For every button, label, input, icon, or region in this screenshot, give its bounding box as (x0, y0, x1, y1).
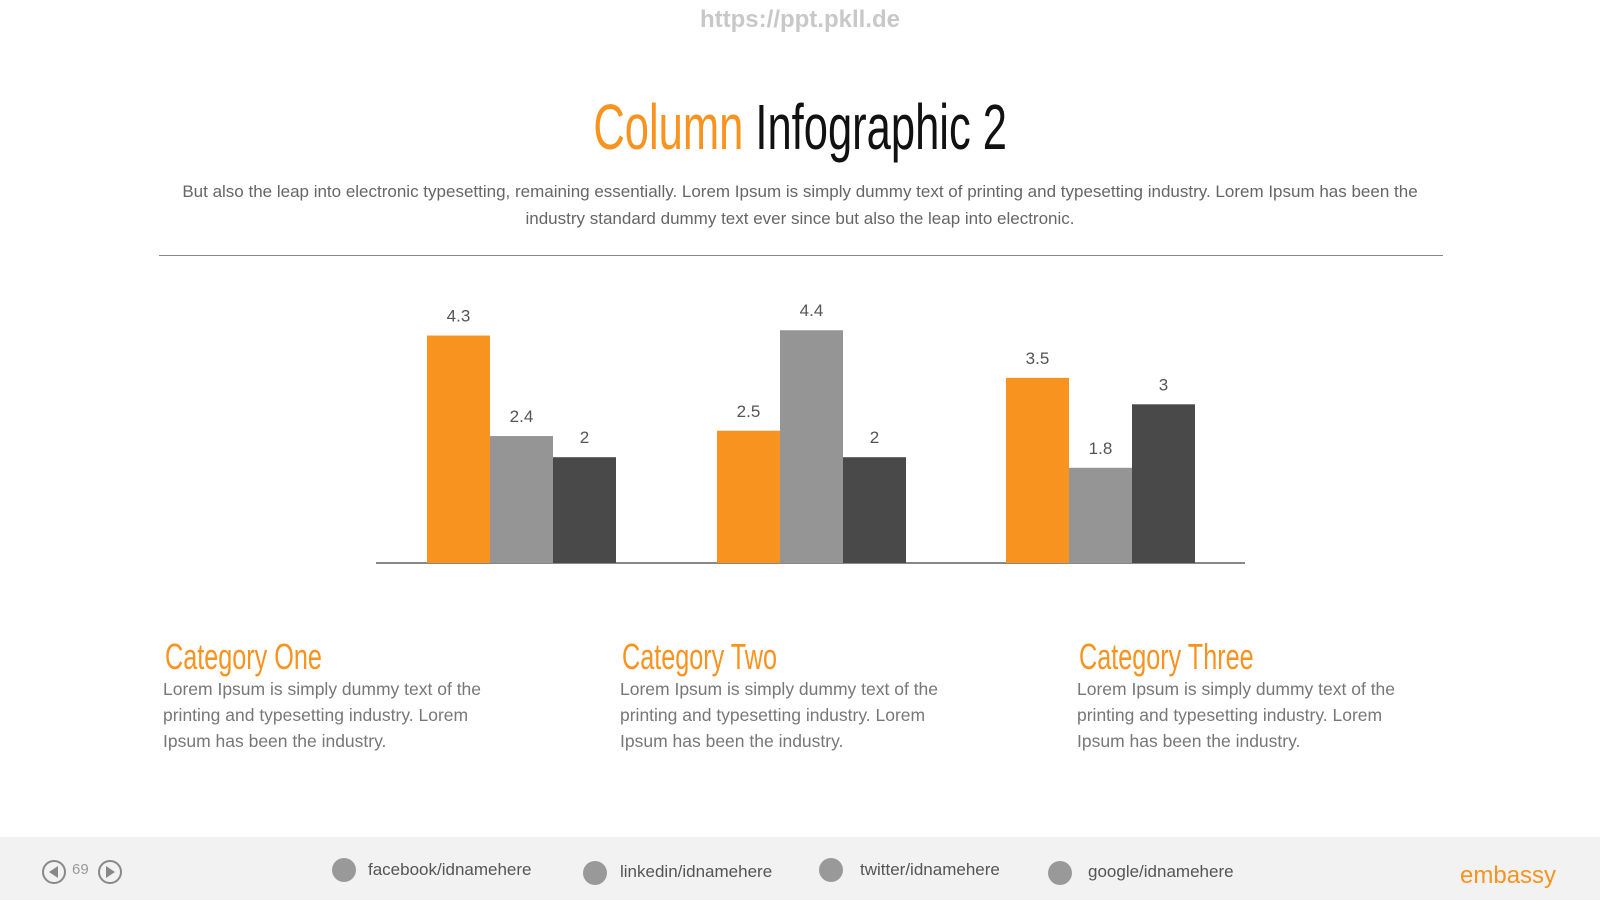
category-heading: Category Two (622, 636, 778, 677)
value-label: 4.4 (800, 301, 824, 320)
bar (843, 457, 906, 563)
category-description: Lorem Ipsum is simply dummy text of the … (620, 679, 939, 751)
prev-button[interactable] (42, 860, 66, 884)
bar (553, 457, 616, 563)
bar (490, 436, 553, 563)
linkedin-icon (583, 861, 607, 885)
value-label: 2 (870, 428, 879, 447)
facebook-icon (332, 858, 356, 882)
social-link[interactable]: facebook/idnamehere (368, 860, 532, 879)
title-highlight: Column (593, 91, 744, 163)
bar (427, 335, 490, 563)
value-label: 2 (580, 428, 589, 447)
bar (780, 330, 843, 563)
footer (0, 837, 1600, 900)
value-label: 2.5 (737, 402, 761, 421)
next-button[interactable] (98, 860, 122, 884)
logo: embassy (1460, 862, 1557, 889)
prev-arrow (49, 866, 58, 878)
social-link[interactable]: linkedin/idnamehere (620, 862, 773, 881)
value-label: 2.4 (510, 407, 534, 426)
value-label: 3 (1159, 375, 1168, 394)
category-heading: Category Three (1079, 636, 1254, 677)
chart: 4.3 2.5 3.5 2.4 4.4 1.8 2 2 3 (376, 301, 1245, 564)
url: https://ppt.pkll.de (700, 6, 900, 33)
bar (1069, 467, 1132, 563)
page-number: 69 (72, 861, 89, 878)
google-icon (1048, 861, 1072, 885)
value-label: 1.8 (1089, 439, 1113, 458)
divider (159, 255, 1443, 256)
subtitle: But also the leap into electronic typese… (182, 182, 1418, 228)
category-description: Lorem Ipsum is simply dummy text of the … (1077, 679, 1396, 751)
twitter-icon (819, 858, 843, 882)
next-arrow (106, 866, 115, 878)
category-description: Lorem Ipsum is simply dummy text of the … (163, 679, 482, 751)
value-label: 3.5 (1026, 349, 1050, 368)
social-link[interactable]: google/idnamehere (1088, 862, 1234, 881)
bar (717, 430, 780, 563)
bar (1132, 404, 1195, 563)
value-label: 4.3 (447, 307, 471, 326)
social-link[interactable]: twitter/idnamehere (860, 860, 1000, 879)
title: Column Infographic 2 (0, 90, 1600, 164)
title-text: Infographic 2 (755, 91, 1007, 163)
category-heading: Category One (165, 636, 322, 677)
bar (1006, 377, 1069, 563)
footer-icons (42, 858, 1072, 885)
